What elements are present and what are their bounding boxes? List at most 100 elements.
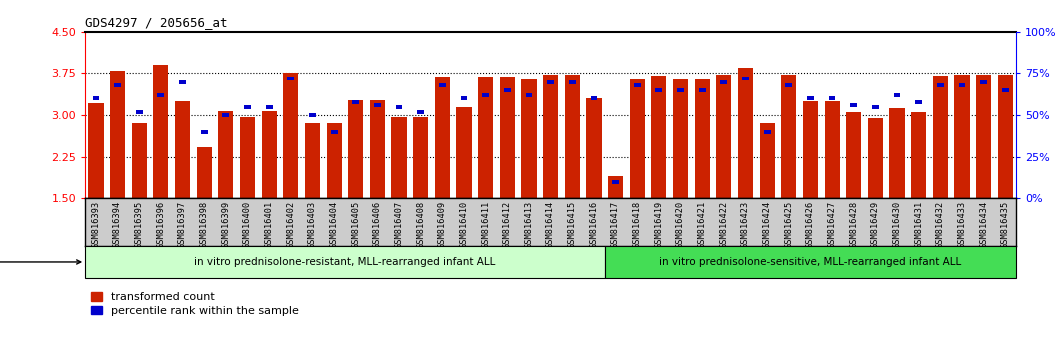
Bar: [392, 117, 406, 198]
Text: GSM816435: GSM816435: [1001, 201, 1010, 248]
Bar: [504, 88, 511, 92]
Bar: [890, 108, 904, 198]
Bar: [239, 117, 255, 198]
Bar: [287, 76, 295, 80]
Bar: [781, 75, 796, 198]
Bar: [911, 112, 927, 198]
Text: GSM816406: GSM816406: [372, 201, 382, 248]
Bar: [846, 112, 862, 198]
Text: GSM816419: GSM816419: [654, 201, 663, 248]
Text: GSM816415: GSM816415: [568, 201, 577, 248]
Bar: [586, 98, 601, 198]
Bar: [370, 100, 385, 198]
Bar: [764, 130, 770, 133]
Bar: [157, 93, 164, 97]
Bar: [672, 79, 688, 198]
Bar: [174, 101, 190, 198]
Text: GSM816422: GSM816422: [719, 201, 729, 248]
Bar: [500, 77, 515, 198]
Bar: [521, 79, 536, 198]
Text: GSM816399: GSM816399: [221, 201, 230, 248]
Bar: [456, 107, 471, 198]
Text: GSM816407: GSM816407: [395, 201, 403, 248]
Text: GSM816413: GSM816413: [525, 201, 533, 248]
Legend: transformed count, percentile rank within the sample: transformed count, percentile rank withi…: [90, 292, 299, 316]
Bar: [114, 83, 121, 87]
Text: GSM816409: GSM816409: [438, 201, 447, 248]
Text: GSM816423: GSM816423: [741, 201, 750, 248]
Bar: [716, 75, 731, 198]
Bar: [803, 101, 818, 198]
Text: GSM816428: GSM816428: [849, 201, 859, 248]
Bar: [266, 105, 272, 109]
Bar: [604, 246, 1016, 278]
Bar: [785, 83, 793, 87]
Bar: [526, 93, 532, 97]
Bar: [569, 80, 576, 84]
Bar: [608, 176, 624, 198]
Bar: [868, 118, 883, 198]
Text: GSM816405: GSM816405: [351, 201, 361, 248]
Bar: [331, 130, 337, 133]
Bar: [677, 88, 684, 92]
Bar: [651, 76, 666, 198]
Bar: [439, 83, 446, 87]
Text: GSM816426: GSM816426: [805, 201, 815, 248]
Bar: [738, 68, 753, 198]
Bar: [435, 77, 450, 198]
Bar: [894, 93, 900, 97]
Bar: [218, 110, 233, 198]
Text: GSM816402: GSM816402: [286, 201, 296, 248]
Text: GSM816404: GSM816404: [330, 201, 338, 248]
Text: GSM816408: GSM816408: [416, 201, 426, 248]
Bar: [132, 124, 147, 198]
Bar: [829, 97, 835, 100]
Bar: [309, 113, 316, 117]
Bar: [413, 117, 429, 198]
Bar: [565, 75, 580, 198]
Text: GSM816433: GSM816433: [958, 201, 966, 248]
Text: GSM816430: GSM816430: [893, 201, 901, 248]
Bar: [93, 97, 99, 100]
Text: GSM816412: GSM816412: [503, 201, 512, 248]
Text: GSM816401: GSM816401: [265, 201, 273, 248]
Bar: [305, 124, 320, 198]
Bar: [699, 88, 705, 92]
Bar: [980, 80, 987, 84]
Bar: [179, 80, 186, 84]
Bar: [396, 105, 402, 109]
Text: GSM816397: GSM816397: [178, 201, 187, 248]
Text: GSM816403: GSM816403: [307, 201, 317, 248]
Bar: [197, 147, 212, 198]
Bar: [807, 97, 814, 100]
Bar: [85, 246, 604, 278]
Bar: [976, 75, 992, 198]
Text: GSM816424: GSM816424: [763, 201, 771, 248]
Text: GSM816394: GSM816394: [113, 201, 122, 248]
Text: GSM816429: GSM816429: [871, 201, 880, 248]
Bar: [760, 124, 775, 198]
Bar: [327, 124, 342, 198]
Text: GSM816417: GSM816417: [611, 201, 620, 248]
Text: GSM816421: GSM816421: [698, 201, 706, 248]
Text: GSM816418: GSM816418: [633, 201, 642, 248]
Text: in vitro prednisolone-sensitive, MLL-rearranged infant ALL: in vitro prednisolone-sensitive, MLL-rea…: [660, 257, 962, 267]
Text: GSM816395: GSM816395: [135, 201, 144, 248]
Text: disease state: disease state: [0, 257, 81, 267]
Text: GSM816398: GSM816398: [200, 201, 209, 248]
Bar: [547, 80, 554, 84]
Bar: [283, 74, 298, 198]
Text: GSM816410: GSM816410: [460, 201, 468, 248]
Bar: [153, 65, 168, 198]
Bar: [998, 75, 1013, 198]
Text: GSM816425: GSM816425: [784, 201, 794, 248]
Bar: [348, 100, 363, 198]
Bar: [915, 100, 922, 104]
Bar: [110, 71, 126, 198]
Bar: [742, 76, 749, 80]
Bar: [630, 79, 645, 198]
Bar: [262, 110, 277, 198]
Text: GSM816396: GSM816396: [156, 201, 165, 248]
Text: GDS4297 / 205656_at: GDS4297 / 205656_at: [85, 16, 228, 29]
Bar: [850, 103, 858, 107]
